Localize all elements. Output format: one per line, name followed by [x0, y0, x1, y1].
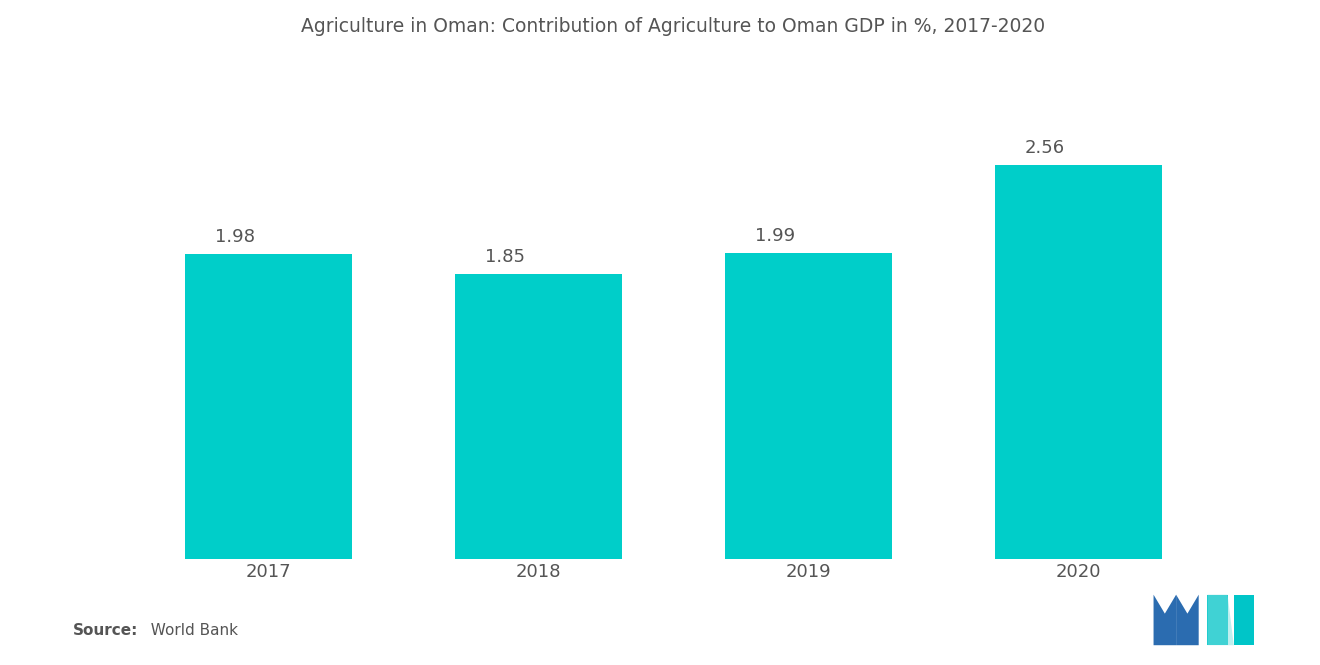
Polygon shape: [1154, 595, 1176, 645]
Text: 1.85: 1.85: [484, 249, 525, 267]
Bar: [185, 254, 352, 559]
Text: World Bank: World Bank: [141, 623, 238, 638]
Text: 2.56: 2.56: [1024, 139, 1065, 157]
Polygon shape: [1208, 595, 1234, 645]
Polygon shape: [1208, 595, 1228, 645]
Text: Source:: Source:: [73, 623, 139, 638]
Bar: [454, 274, 622, 559]
Bar: [994, 165, 1162, 559]
Polygon shape: [1176, 595, 1199, 645]
Bar: [725, 253, 892, 559]
Title: Agriculture in Oman: Contribution of Agriculture to Oman GDP in %, 2017-2020: Agriculture in Oman: Contribution of Agr…: [301, 17, 1045, 36]
Text: 1.99: 1.99: [755, 227, 795, 245]
Polygon shape: [1234, 595, 1254, 645]
Text: 1.98: 1.98: [215, 228, 255, 247]
